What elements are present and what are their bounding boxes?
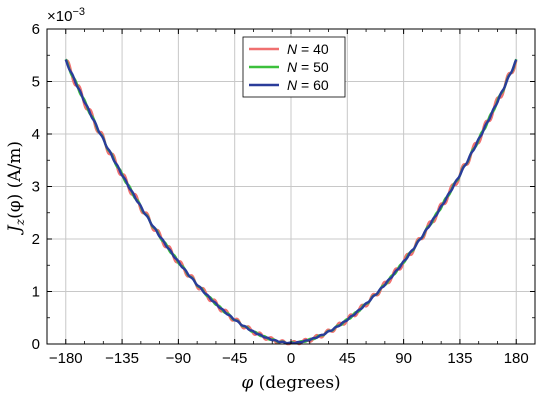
x-tick-label: 0: [287, 350, 295, 367]
axis-ticks: [47, 28, 535, 345]
x-tick-label: 180: [504, 350, 529, 367]
y-tick-label: 3: [32, 179, 40, 196]
legend-label: N = 60: [287, 77, 329, 93]
y-tick-label: 0: [32, 336, 40, 353]
y-tick-label: 4: [32, 126, 40, 143]
legend-label: N = 40: [287, 41, 329, 57]
x-tick-label: −90: [166, 350, 191, 367]
x-tick-label: −45: [222, 350, 247, 367]
y-tick-label: 2: [32, 231, 40, 248]
legend: N = 40 N = 50 N = 60: [242, 36, 346, 98]
y-tick-label: 5: [32, 74, 40, 91]
y-axis-label: Jz(φ) (A/m): [5, 141, 27, 235]
x-tick-label: −180: [49, 350, 83, 367]
legend-label: N = 50: [287, 59, 329, 75]
x-tick-label: 90: [395, 350, 412, 367]
y-tick-label: 1: [32, 284, 40, 301]
y-tick-label: 6: [32, 21, 40, 38]
x-axis-label: φ (degrees): [241, 373, 340, 393]
y-exponent-label: ×10−3: [47, 6, 85, 25]
x-tick-label: −135: [105, 350, 139, 367]
x-tick-label: 45: [339, 350, 356, 367]
x-tick-label: 135: [447, 350, 472, 367]
